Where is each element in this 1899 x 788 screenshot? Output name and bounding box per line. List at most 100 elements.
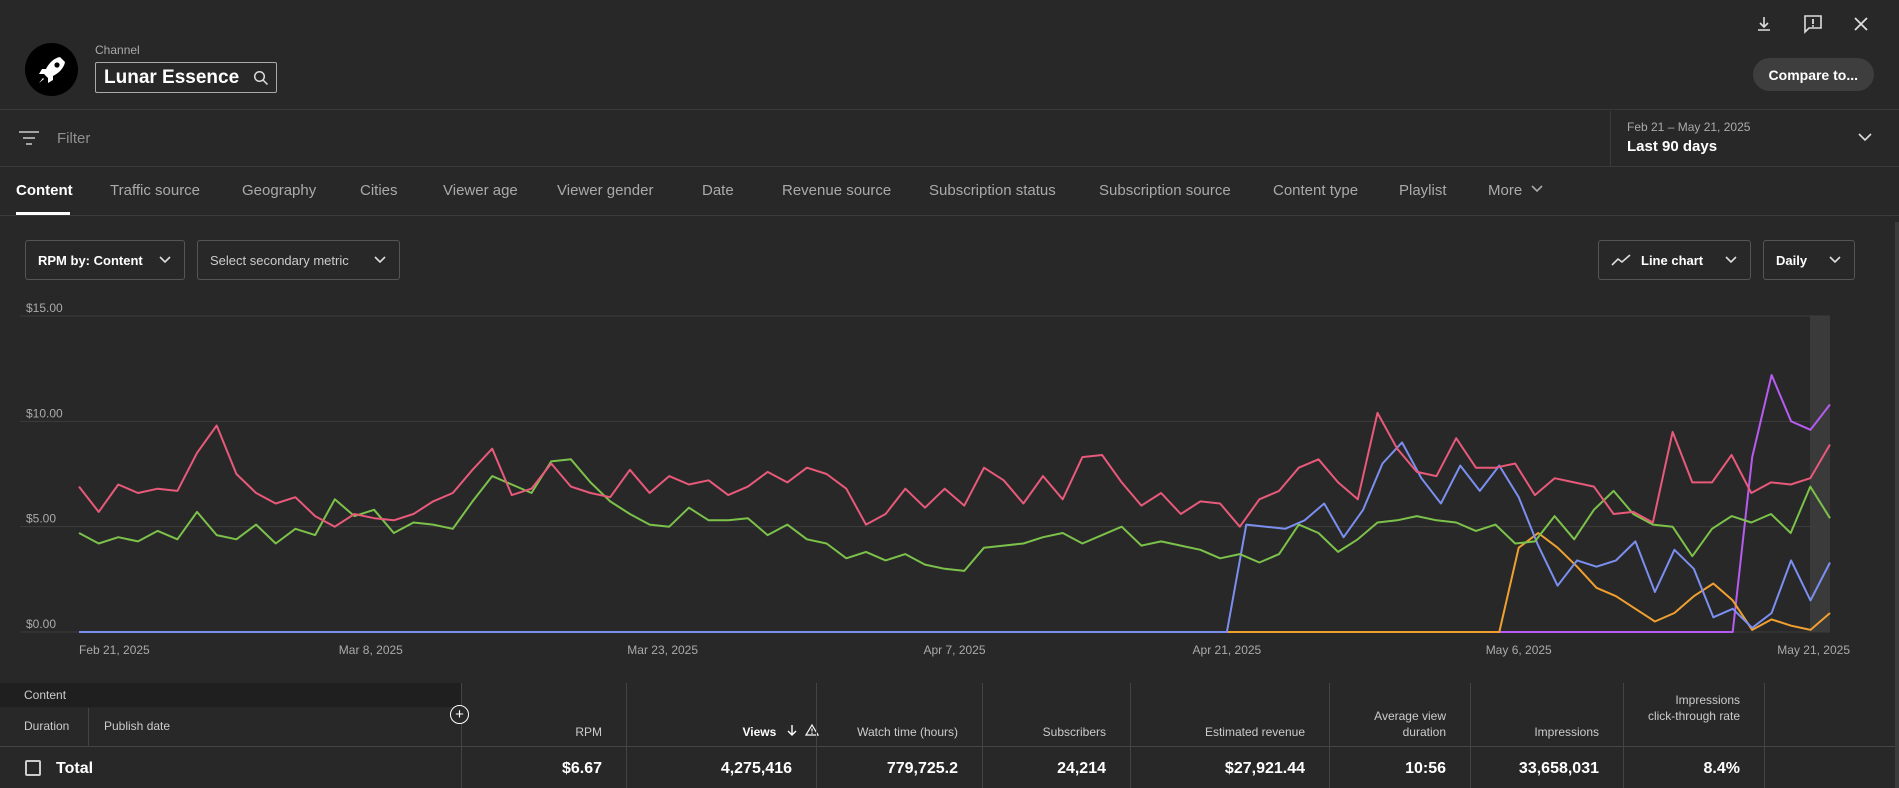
- tab-more[interactable]: More: [1488, 182, 1544, 199]
- column-divider: [982, 683, 983, 788]
- publish-date-column-header[interactable]: Publish date: [104, 719, 171, 733]
- average-view-duration-column-header[interactable]: Average view duration: [1374, 709, 1446, 739]
- tab-subscription-source[interactable]: Subscription source: [1099, 182, 1231, 199]
- chevron-down-icon: [374, 256, 386, 264]
- total-watch-time: 779,725.2: [886, 760, 958, 777]
- rpm-line-chart[interactable]: $15.00 $10.00 $5.00 $0.00 Feb 21, 2025 Mar 8,…: [0, 300, 1899, 670]
- chevron-down-icon: [1725, 256, 1737, 264]
- tab-subscription-status[interactable]: Subscription status: [929, 182, 1056, 199]
- line-chart-icon: [1611, 254, 1631, 266]
- impressions-column-header[interactable]: Impressions: [1534, 725, 1599, 739]
- column-divider: [1329, 683, 1330, 788]
- tab-content-type[interactable]: Content type: [1273, 182, 1359, 199]
- y-tick-label: $15.00: [26, 301, 63, 315]
- ctr-column-header[interactable]: Impressions click-through rate: [1647, 693, 1740, 723]
- add-column-icon[interactable]: +: [450, 705, 469, 724]
- secondary-metric-dropdown[interactable]: Select secondary metric: [197, 240, 400, 280]
- chevron-down-icon: [159, 256, 171, 264]
- rpm-column-header[interactable]: RPM: [575, 725, 602, 739]
- tab-more-label: More: [1488, 182, 1523, 199]
- watch-time-column-header[interactable]: Watch time (hours): [857, 725, 958, 739]
- metric-dropdown[interactable]: RPM by: Content: [25, 240, 185, 280]
- total-rpm: $6.67: [561, 760, 602, 777]
- x-tick-label: Mar 23, 2025: [627, 643, 698, 657]
- interval-dropdown[interactable]: Daily: [1763, 240, 1855, 280]
- search-icon[interactable]: [253, 70, 269, 86]
- y-tick-label: $10.00: [26, 406, 63, 420]
- total-estimated-revenue: $27,921.44: [1224, 760, 1305, 777]
- active-tab-indicator: [16, 212, 70, 215]
- header-divider: [0, 746, 1899, 747]
- feedback-icon[interactable]: [1799, 10, 1827, 38]
- total-average-view-duration: 10:56: [1405, 760, 1446, 777]
- secondary-metric-label: Select secondary metric: [210, 252, 349, 268]
- hover-band: [1810, 316, 1830, 632]
- estimated-revenue-column-header[interactable]: Estimated revenue: [1204, 725, 1305, 739]
- x-tick-label: Apr 21, 2025: [1193, 643, 1262, 657]
- total-impressions: 33,658,031: [1518, 760, 1599, 777]
- total-ctr: 8.4%: [1703, 760, 1740, 777]
- total-label: Total: [56, 760, 94, 777]
- tab-content[interactable]: Content: [16, 182, 73, 199]
- column-divider: [461, 683, 462, 788]
- filter-bar: Filter Feb 21 – May 21, 2025 Last 90 day…: [0, 111, 1899, 167]
- tab-traffic-source[interactable]: Traffic source: [110, 182, 201, 199]
- content-column-header[interactable]: Content: [0, 683, 461, 707]
- channel-name: Lunar Essence: [104, 66, 240, 88]
- warning-icon: [804, 723, 820, 736]
- x-tick-label: Feb 21, 2025: [79, 643, 150, 657]
- views-column-header[interactable]: Views: [742, 723, 820, 740]
- column-divider: [1764, 683, 1765, 788]
- interval-label: Daily: [1776, 252, 1808, 268]
- tab-viewer-age[interactable]: Viewer age: [443, 182, 518, 199]
- sort-down-icon: [787, 725, 797, 736]
- tab-date[interactable]: Date: [702, 182, 734, 199]
- channel-avatar[interactable]: [25, 43, 78, 96]
- date-range-dates: Feb 21 – May 21, 2025: [1627, 120, 1751, 134]
- filter-icon[interactable]: [18, 129, 40, 147]
- tab-viewer-gender[interactable]: Viewer gender: [557, 182, 654, 199]
- chevron-down-icon: [1531, 185, 1543, 193]
- chart-type-dropdown[interactable]: Line chart: [1598, 240, 1751, 280]
- total-checkbox[interactable]: [25, 760, 41, 776]
- chevron-down-icon: [1829, 256, 1841, 264]
- views-column-label: Views: [742, 725, 777, 739]
- tab-cities[interactable]: Cities: [360, 182, 398, 199]
- series-line-1[interactable]: [78, 411, 1831, 528]
- x-tick-label: Apr 7, 2025: [923, 643, 985, 657]
- chart-type-label: Line chart: [1641, 252, 1704, 268]
- x-tick-label: May 21, 2025: [1777, 643, 1850, 657]
- y-tick-label: $0.00: [26, 617, 56, 631]
- column-divider: [1130, 683, 1131, 788]
- close-icon[interactable]: [1847, 10, 1875, 38]
- tab-geography[interactable]: Geography: [242, 182, 317, 199]
- column-divider: [816, 683, 817, 788]
- date-range-label: Last 90 days: [1627, 138, 1718, 155]
- series-line-4[interactable]: [79, 532, 1831, 633]
- series-line-2[interactable]: [78, 458, 1831, 572]
- metric-dropdown-label: RPM by: Content: [38, 252, 143, 268]
- scrollbar[interactable]: [1895, 222, 1899, 788]
- column-divider: [1470, 683, 1471, 788]
- column-divider: [88, 708, 89, 746]
- tab-revenue-source[interactable]: Revenue source: [782, 182, 892, 199]
- rocket-icon: [38, 56, 65, 83]
- download-icon[interactable]: [1750, 10, 1778, 38]
- tab-playlist[interactable]: Playlist: [1399, 182, 1447, 199]
- channel-selector[interactable]: Lunar Essence: [95, 62, 277, 93]
- duration-column-header[interactable]: Duration: [24, 719, 70, 733]
- compare-button[interactable]: Compare to...: [1752, 58, 1874, 91]
- series-line-5[interactable]: [79, 374, 1831, 633]
- total-views: 4,275,416: [720, 760, 792, 777]
- filter-input[interactable]: Filter: [57, 130, 91, 147]
- column-divider: [626, 683, 627, 788]
- dimension-tabs: Content Traffic source Geography Cities …: [0, 168, 1899, 216]
- subscribers-column-header[interactable]: Subscribers: [1042, 725, 1106, 739]
- x-tick-label: Mar 8, 2025: [339, 643, 403, 657]
- date-range-picker[interactable]: Feb 21 – May 21, 2025 Last 90 days: [1610, 111, 1899, 167]
- x-tick-label: May 6, 2025: [1486, 643, 1552, 657]
- series-line-3[interactable]: [79, 441, 1831, 633]
- column-divider: [1623, 683, 1624, 788]
- header: Channel Lunar Essence Compare to...: [0, 0, 1899, 110]
- y-tick-label: $5.00: [26, 512, 56, 526]
